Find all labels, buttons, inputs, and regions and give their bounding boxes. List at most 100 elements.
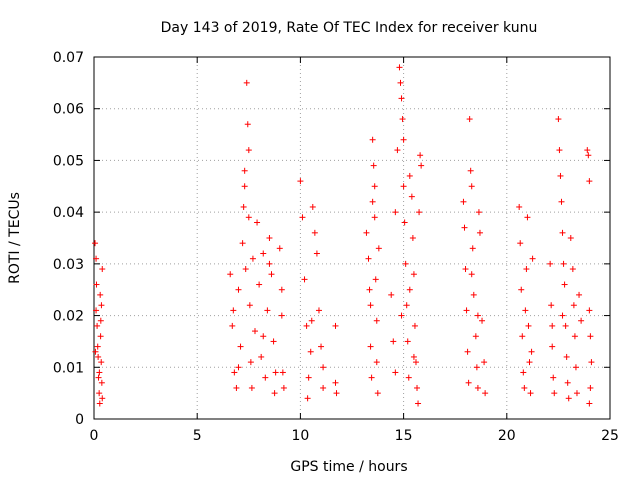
data-point: [254, 219, 261, 226]
data-point: [371, 183, 378, 190]
data-point: [367, 343, 374, 350]
data-point: [368, 374, 375, 381]
data-point: [98, 379, 105, 386]
data-point: [466, 116, 473, 123]
data-point: [586, 178, 593, 185]
data-point: [461, 224, 468, 231]
data-point: [315, 307, 322, 314]
data-point: [481, 359, 488, 366]
data-point: [268, 271, 275, 278]
data-point: [95, 353, 102, 360]
data-point: [318, 343, 325, 350]
data-point: [412, 359, 419, 366]
data-point: [586, 400, 593, 407]
data-point: [564, 379, 571, 386]
data-point: [520, 369, 527, 376]
data-point: [262, 374, 269, 381]
data-point: [96, 400, 103, 407]
data-point: [99, 266, 106, 273]
data-point: [404, 338, 411, 345]
data-point: [373, 317, 380, 324]
data-point: [400, 183, 407, 190]
data-point: [366, 286, 373, 293]
data-point: [516, 203, 523, 210]
data-point: [565, 395, 572, 402]
data-point: [417, 152, 424, 159]
data-point: [549, 322, 556, 329]
data-point: [517, 240, 524, 247]
data-point: [303, 322, 310, 329]
data-point: [276, 245, 283, 252]
data-point: [332, 379, 339, 386]
data-point: [369, 136, 376, 143]
data-point: [586, 307, 593, 314]
data-point: [97, 317, 104, 324]
data-point: [272, 369, 279, 376]
data-point: [570, 302, 577, 309]
data-point: [584, 147, 591, 154]
data-point: [550, 374, 557, 381]
data-point: [410, 271, 417, 278]
data-point: [237, 343, 244, 350]
data-point: [468, 271, 475, 278]
data-point: [311, 229, 318, 236]
data-point: [260, 333, 267, 340]
data-point: [230, 307, 237, 314]
data-point: [307, 348, 314, 355]
data-point: [462, 266, 469, 273]
data-point: [374, 390, 381, 397]
data-point: [367, 302, 374, 309]
data-point: [97, 333, 104, 340]
y-tick-label: 0.07: [53, 50, 84, 66]
data-point: [94, 322, 101, 329]
data-point: [560, 260, 567, 267]
data-point: [397, 79, 404, 86]
x-tick-label: 0: [90, 428, 99, 444]
data-point: [408, 193, 415, 200]
data-point: [96, 390, 103, 397]
data-point: [474, 312, 481, 319]
y-tick-label: 0.03: [53, 257, 84, 273]
data-point: [266, 260, 273, 267]
data-point: [559, 312, 566, 319]
data-point: [398, 95, 405, 102]
data-point: [309, 203, 316, 210]
data-point: [235, 364, 242, 371]
data-point: [96, 369, 103, 376]
data-point: [411, 322, 418, 329]
data-point: [522, 307, 529, 314]
data-point: [547, 260, 554, 267]
data-point: [588, 359, 595, 366]
data-point: [231, 369, 238, 376]
y-tick-label: 0.04: [53, 205, 84, 221]
data-point: [587, 384, 594, 391]
data-point: [247, 359, 254, 366]
x-tick-labels: 0 5 10 15 20 25: [90, 428, 619, 444]
data-point: [464, 348, 471, 355]
data-point: [245, 147, 252, 154]
y-tick-label: 0: [75, 412, 84, 428]
y-tick-label: 0.01: [53, 360, 84, 376]
data-point: [279, 369, 286, 376]
data-point: [468, 183, 475, 190]
data-point: [227, 271, 234, 278]
data-point: [551, 390, 558, 397]
data-point: [93, 307, 100, 314]
data-point: [519, 333, 526, 340]
y-tick-labels: 0 0.01 0.02 0.03 0.04 0.05 0.06 0.07: [53, 50, 84, 428]
data-point: [99, 395, 106, 402]
x-tick-label: 10: [291, 428, 309, 444]
data-point: [248, 384, 255, 391]
data-point: [479, 317, 486, 324]
data-point: [332, 322, 339, 329]
data-point: [97, 291, 104, 298]
data-point: [472, 333, 479, 340]
data-point: [406, 286, 413, 293]
data-point: [233, 384, 240, 391]
data-point: [93, 255, 100, 262]
data-point: [394, 147, 401, 154]
data-points: [92, 64, 595, 407]
data-point: [271, 390, 278, 397]
data-point: [94, 343, 101, 350]
data-point: [555, 116, 562, 123]
